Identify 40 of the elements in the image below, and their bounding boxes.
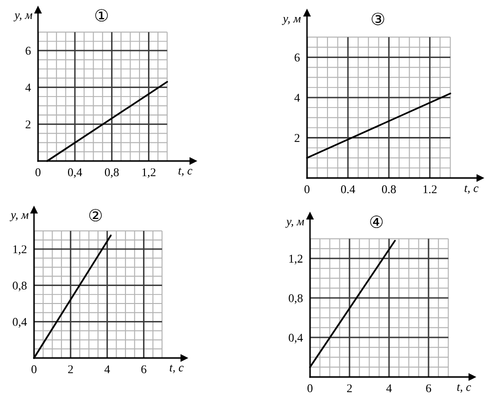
x-tick-label: 4 bbox=[386, 384, 392, 392]
x-tick-label: 6 bbox=[141, 365, 146, 374]
y-tick-label: 4 bbox=[294, 94, 300, 102]
x-tick-label: 2 bbox=[347, 384, 352, 392]
y-axis-title: y, м bbox=[10, 213, 28, 222]
chart-title: ① bbox=[95, 9, 108, 22]
y-tick-label: 0,8 bbox=[288, 294, 303, 304]
x-tick-label: 0 bbox=[36, 168, 40, 176]
x-tick-label: 0 bbox=[32, 365, 36, 374]
x-axis-title: t, с bbox=[457, 384, 471, 393]
x-axis-title: t, с bbox=[464, 185, 478, 194]
x-tick-label: 0,4 bbox=[68, 168, 82, 178]
x-tick-label: 2 bbox=[68, 365, 73, 374]
x-tick-label: 0.4 bbox=[341, 185, 356, 194]
x-tick-label: 0.8 bbox=[382, 185, 396, 194]
y-axis-title: y, м bbox=[14, 13, 32, 22]
y-tick-label: 1,2 bbox=[13, 245, 26, 255]
chart-title: ③ bbox=[372, 12, 384, 26]
x-axis-title: t, с bbox=[170, 364, 184, 374]
x-tick-label: 1,2 bbox=[142, 168, 156, 178]
x-tick-label: 1.2 bbox=[424, 185, 437, 194]
x-tick-label: 4 bbox=[104, 365, 110, 374]
chart-title: ② bbox=[89, 208, 102, 222]
x-axis-title: t, с bbox=[178, 168, 192, 176]
y-tick-label: 0,8 bbox=[12, 282, 27, 292]
y-tick-label: 2 bbox=[294, 134, 300, 142]
y-tick-label: 0,4 bbox=[12, 318, 27, 328]
y-tick-label: 6 bbox=[294, 54, 300, 62]
x-tick-label: 0 bbox=[304, 185, 310, 194]
x-tick-label: 0 bbox=[308, 384, 312, 392]
y-tick-label: 2 bbox=[26, 120, 30, 128]
x-tick-label: 0,8 bbox=[104, 168, 119, 178]
y-axis-title: y, м bbox=[285, 220, 304, 228]
y-tick-label: 1,2 bbox=[289, 254, 302, 264]
y-tick-label: 0,4 bbox=[288, 334, 303, 344]
y-tick-label: 4 bbox=[25, 84, 31, 92]
y-tick-label: 6 bbox=[26, 46, 31, 55]
chart-title: ④ bbox=[370, 216, 383, 228]
x-tick-label: 6 bbox=[426, 384, 432, 392]
y-axis-title: y, м bbox=[282, 16, 301, 25]
